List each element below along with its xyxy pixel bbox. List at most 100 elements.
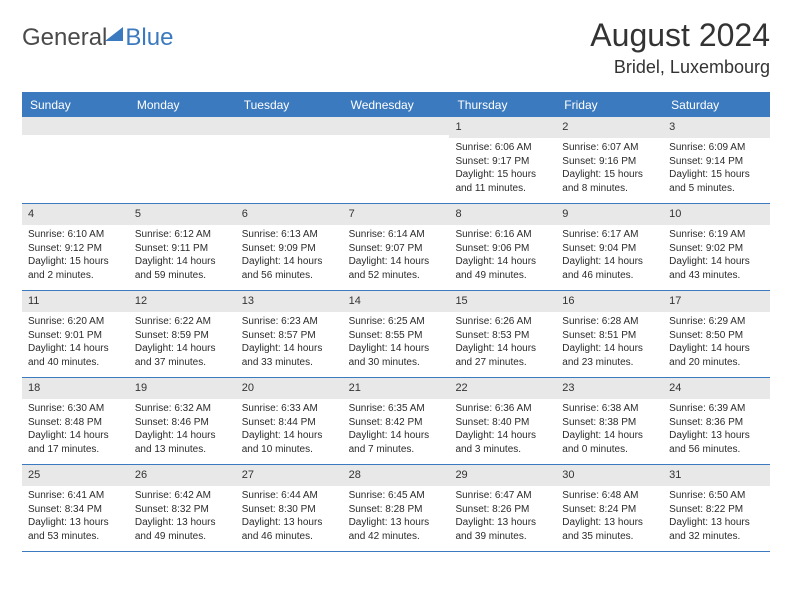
day-cell: 2Sunrise: 6:07 AMSunset: 9:16 PMDaylight… (556, 117, 663, 203)
day-number: 8 (449, 204, 556, 225)
daylight-text: Daylight: 15 hours and 5 minutes. (669, 168, 764, 195)
daylight-text: Daylight: 15 hours and 8 minutes. (562, 168, 657, 195)
daylight-text: Daylight: 14 hours and 3 minutes. (455, 429, 550, 456)
day-details: Sunrise: 6:13 AMSunset: 9:09 PMDaylight:… (236, 225, 343, 288)
day-cell: 16Sunrise: 6:28 AMSunset: 8:51 PMDayligh… (556, 291, 663, 377)
sunrise-text: Sunrise: 6:30 AM (28, 402, 123, 416)
day-details: Sunrise: 6:38 AMSunset: 8:38 PMDaylight:… (556, 399, 663, 462)
day-cell: 27Sunrise: 6:44 AMSunset: 8:30 PMDayligh… (236, 465, 343, 551)
sunset-text: Sunset: 8:44 PM (242, 416, 337, 430)
day-number (236, 117, 343, 135)
sunrise-text: Sunrise: 6:50 AM (669, 489, 764, 503)
day-details: Sunrise: 6:33 AMSunset: 8:44 PMDaylight:… (236, 399, 343, 462)
day-cell: 14Sunrise: 6:25 AMSunset: 8:55 PMDayligh… (343, 291, 450, 377)
day-details: Sunrise: 6:23 AMSunset: 8:57 PMDaylight:… (236, 312, 343, 375)
daylight-text: Daylight: 14 hours and 17 minutes. (28, 429, 123, 456)
daylight-text: Daylight: 14 hours and 46 minutes. (562, 255, 657, 282)
day-number: 6 (236, 204, 343, 225)
day-details: Sunrise: 6:36 AMSunset: 8:40 PMDaylight:… (449, 399, 556, 462)
day-number: 25 (22, 465, 129, 486)
daylight-text: Daylight: 13 hours and 32 minutes. (669, 516, 764, 543)
day-cell: 21Sunrise: 6:35 AMSunset: 8:42 PMDayligh… (343, 378, 450, 464)
logo-word2: Blue (125, 24, 173, 52)
logo: General Blue (22, 24, 173, 52)
sunrise-text: Sunrise: 6:28 AM (562, 315, 657, 329)
daylight-text: Daylight: 14 hours and 43 minutes. (669, 255, 764, 282)
day-number: 24 (663, 378, 770, 399)
day-cell: 31Sunrise: 6:50 AMSunset: 8:22 PMDayligh… (663, 465, 770, 551)
day-cell: 26Sunrise: 6:42 AMSunset: 8:32 PMDayligh… (129, 465, 236, 551)
day-details: Sunrise: 6:39 AMSunset: 8:36 PMDaylight:… (663, 399, 770, 462)
title-block: August 2024 Bridel, Luxembourg (590, 18, 770, 78)
day-number: 13 (236, 291, 343, 312)
sunrise-text: Sunrise: 6:29 AM (669, 315, 764, 329)
sunset-text: Sunset: 9:02 PM (669, 242, 764, 256)
day-details: Sunrise: 6:25 AMSunset: 8:55 PMDaylight:… (343, 312, 450, 375)
day-details: Sunrise: 6:50 AMSunset: 8:22 PMDaylight:… (663, 486, 770, 549)
sunset-text: Sunset: 8:50 PM (669, 329, 764, 343)
day-details: Sunrise: 6:07 AMSunset: 9:16 PMDaylight:… (556, 138, 663, 201)
day-number: 23 (556, 378, 663, 399)
sunrise-text: Sunrise: 6:45 AM (349, 489, 444, 503)
day-number: 2 (556, 117, 663, 138)
day-details: Sunrise: 6:22 AMSunset: 8:59 PMDaylight:… (129, 312, 236, 375)
day-details: Sunrise: 6:06 AMSunset: 9:17 PMDaylight:… (449, 138, 556, 201)
daylight-text: Daylight: 14 hours and 0 minutes. (562, 429, 657, 456)
sunrise-text: Sunrise: 6:22 AM (135, 315, 230, 329)
day-details: Sunrise: 6:28 AMSunset: 8:51 PMDaylight:… (556, 312, 663, 375)
day-details: Sunrise: 6:09 AMSunset: 9:14 PMDaylight:… (663, 138, 770, 201)
day-number: 29 (449, 465, 556, 486)
week-row: 11Sunrise: 6:20 AMSunset: 9:01 PMDayligh… (22, 291, 770, 378)
sunrise-text: Sunrise: 6:35 AM (349, 402, 444, 416)
day-details: Sunrise: 6:48 AMSunset: 8:24 PMDaylight:… (556, 486, 663, 549)
sunrise-text: Sunrise: 6:26 AM (455, 315, 550, 329)
day-details: Sunrise: 6:30 AMSunset: 8:48 PMDaylight:… (22, 399, 129, 462)
day-cell: 11Sunrise: 6:20 AMSunset: 9:01 PMDayligh… (22, 291, 129, 377)
day-cell: 17Sunrise: 6:29 AMSunset: 8:50 PMDayligh… (663, 291, 770, 377)
day-number: 4 (22, 204, 129, 225)
day-number: 30 (556, 465, 663, 486)
day-cell: 4Sunrise: 6:10 AMSunset: 9:12 PMDaylight… (22, 204, 129, 290)
week-row: 1Sunrise: 6:06 AMSunset: 9:17 PMDaylight… (22, 117, 770, 204)
day-cell: 28Sunrise: 6:45 AMSunset: 8:28 PMDayligh… (343, 465, 450, 551)
weeks-container: 1Sunrise: 6:06 AMSunset: 9:17 PMDaylight… (22, 117, 770, 552)
daylight-text: Daylight: 14 hours and 13 minutes. (135, 429, 230, 456)
daylight-text: Daylight: 13 hours and 39 minutes. (455, 516, 550, 543)
week-row: 18Sunrise: 6:30 AMSunset: 8:48 PMDayligh… (22, 378, 770, 465)
day-details: Sunrise: 6:41 AMSunset: 8:34 PMDaylight:… (22, 486, 129, 549)
month-title: August 2024 (590, 18, 770, 53)
sunrise-text: Sunrise: 6:48 AM (562, 489, 657, 503)
day-cell: 23Sunrise: 6:38 AMSunset: 8:38 PMDayligh… (556, 378, 663, 464)
day-number: 14 (343, 291, 450, 312)
sunrise-text: Sunrise: 6:13 AM (242, 228, 337, 242)
day-cell: 15Sunrise: 6:26 AMSunset: 8:53 PMDayligh… (449, 291, 556, 377)
sunrise-text: Sunrise: 6:23 AM (242, 315, 337, 329)
day-cell: 19Sunrise: 6:32 AMSunset: 8:46 PMDayligh… (129, 378, 236, 464)
day-number: 27 (236, 465, 343, 486)
header: General Blue August 2024 Bridel, Luxembo… (22, 18, 770, 78)
sunrise-text: Sunrise: 6:39 AM (669, 402, 764, 416)
day-cell: 10Sunrise: 6:19 AMSunset: 9:02 PMDayligh… (663, 204, 770, 290)
daylight-text: Daylight: 13 hours and 49 minutes. (135, 516, 230, 543)
day-header-sat: Saturday (663, 94, 770, 117)
daylight-text: Daylight: 14 hours and 52 minutes. (349, 255, 444, 282)
sunset-text: Sunset: 8:57 PM (242, 329, 337, 343)
sunrise-text: Sunrise: 6:38 AM (562, 402, 657, 416)
day-cell: 30Sunrise: 6:48 AMSunset: 8:24 PMDayligh… (556, 465, 663, 551)
day-details: Sunrise: 6:29 AMSunset: 8:50 PMDaylight:… (663, 312, 770, 375)
day-number: 11 (22, 291, 129, 312)
day-number: 15 (449, 291, 556, 312)
day-header-wed: Wednesday (343, 94, 450, 117)
day-cell (236, 117, 343, 203)
daylight-text: Daylight: 14 hours and 23 minutes. (562, 342, 657, 369)
day-header-sun: Sunday (22, 94, 129, 117)
daylight-text: Daylight: 13 hours and 42 minutes. (349, 516, 444, 543)
day-number: 21 (343, 378, 450, 399)
day-number: 12 (129, 291, 236, 312)
sunrise-text: Sunrise: 6:32 AM (135, 402, 230, 416)
calendar-page: General Blue August 2024 Bridel, Luxembo… (0, 0, 792, 552)
logo-word1: General (22, 24, 107, 52)
day-cell: 8Sunrise: 6:16 AMSunset: 9:06 PMDaylight… (449, 204, 556, 290)
sunrise-text: Sunrise: 6:20 AM (28, 315, 123, 329)
sunset-text: Sunset: 9:16 PM (562, 155, 657, 169)
